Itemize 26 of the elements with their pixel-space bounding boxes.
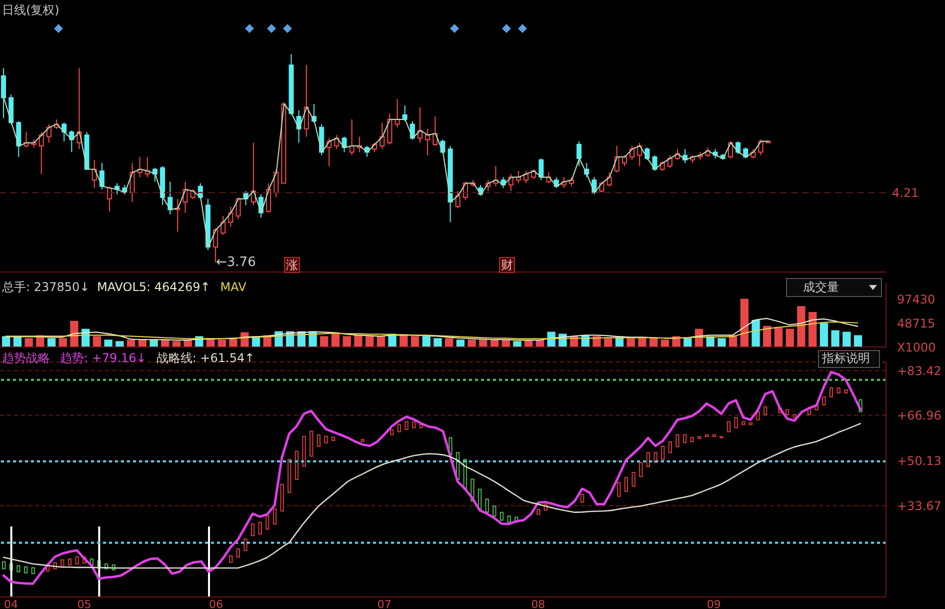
annotation: ←3.76 <box>216 255 256 270</box>
annotation: 财 <box>501 258 513 272</box>
chart-title: 日线(复权) <box>2 3 60 18</box>
annotation: 涨 <box>286 258 298 272</box>
text: 战略线: +61.54↑ <box>156 351 255 366</box>
y-tick-label: +83.42 <box>897 364 942 378</box>
chart-title: 趋势战略 <box>2 351 50 366</box>
x-tick-label: 04 <box>4 598 18 609</box>
y-tick-label: 97430 <box>897 292 936 306</box>
x-tick-label: 08 <box>531 598 546 609</box>
annotation: 指标说明 <box>822 351 870 365</box>
x-tick-label: 06 <box>209 598 224 609</box>
y-tick-label: X1000 <box>897 340 936 354</box>
y-tick-label: +66.96 <box>897 408 942 423</box>
y-tick-label: 48715 <box>897 316 936 330</box>
y-tick-label: +50.13 <box>897 454 942 468</box>
text: 4.21 <box>892 186 919 200</box>
x-tick-label: 07 <box>377 598 392 609</box>
annotation: 成交量 <box>803 280 839 294</box>
x-tick-label: 05 <box>77 598 92 609</box>
annotation: 总手: 237850↓ <box>2 280 90 294</box>
text: MAVOL5: 464269↑ <box>97 280 210 295</box>
text: MAV <box>220 280 246 295</box>
x-tick-label: 09 <box>706 598 721 609</box>
y-tick-label: +33.67 <box>897 498 942 513</box>
text: 趋势: +79.16↓ <box>60 351 146 366</box>
